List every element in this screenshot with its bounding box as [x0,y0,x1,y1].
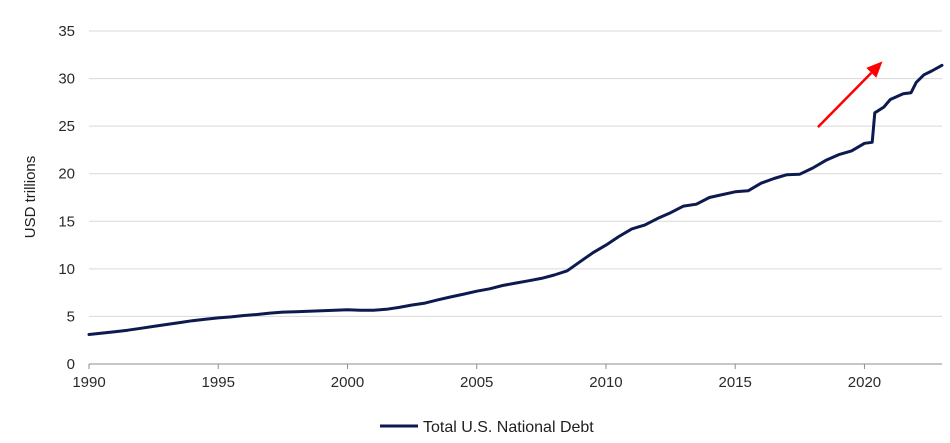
legend: Total U.S. National Debt [380,419,594,436]
y-tick-label: 25 [58,118,75,135]
y-tick-label: 20 [58,166,75,183]
x-tick-label: 2005 [460,374,493,391]
x-tick-label: 2000 [331,374,364,391]
annotations [817,61,883,128]
x-tick-label: 1990 [72,374,105,391]
y-tick-label: 0 [67,356,75,373]
x-tick-label: 2020 [848,374,881,391]
y-tick-label: 35 [58,23,75,40]
annotation-arrow-shaft [817,71,873,128]
y-tick-label: 15 [58,213,75,230]
axes: 0 5 10 15 20 25 30 35 1990 1995 2000 2005 2010 2015 20… [58,23,942,391]
y-axis-title: USD trillions [22,156,39,239]
legend-label: Total U.S. National Debt [423,419,594,436]
annotation-arrow-head [866,61,883,78]
series-lines [87,63,944,336]
x-tick-label: 2015 [719,374,752,391]
y-tick-label: 30 [58,71,75,88]
x-tick-label: 2010 [589,374,622,391]
x-tick-label: 1995 [202,374,235,391]
gridlines [89,30,942,317]
series-line-0 [87,63,944,336]
y-tick-label: 10 [58,261,75,278]
y-tick-label: 5 [67,308,75,325]
